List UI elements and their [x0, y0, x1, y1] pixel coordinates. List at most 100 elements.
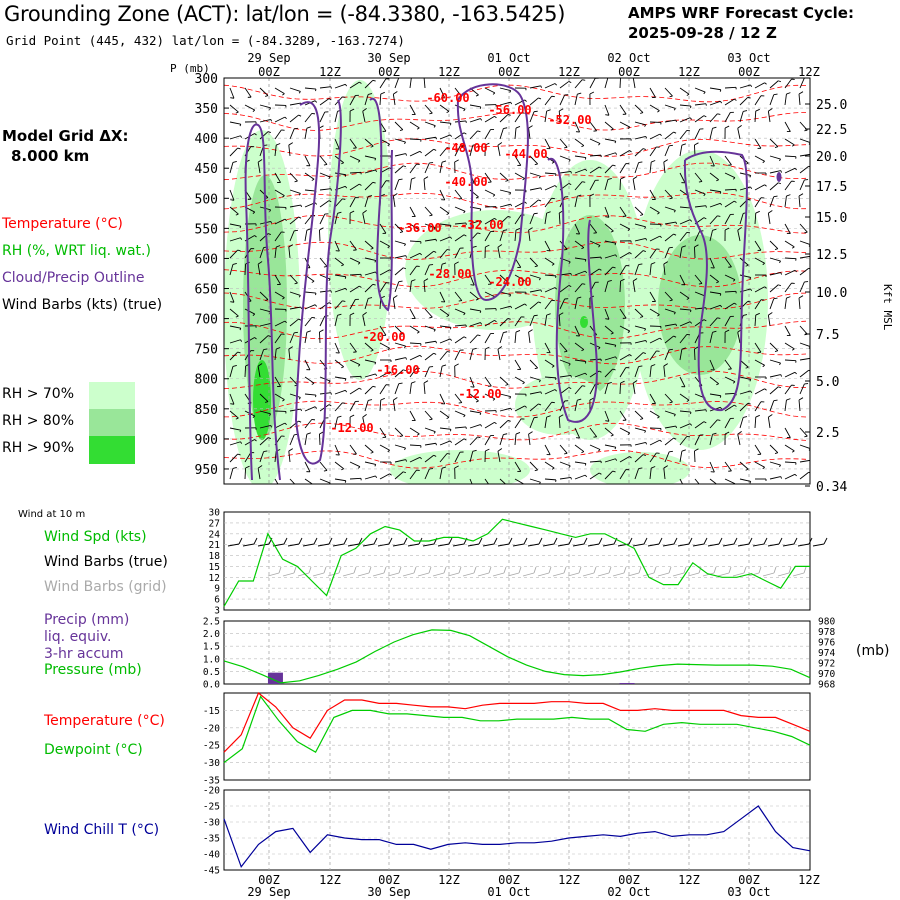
wind-barb-flag — [288, 244, 294, 248]
wind-barb — [694, 87, 706, 95]
wind-barb-shaft — [274, 218, 286, 225]
wind-barb-shaft — [574, 240, 585, 248]
wind-barb-flag — [584, 463, 587, 466]
wind-barb — [379, 78, 390, 89]
wind-barb-shaft — [694, 103, 706, 106]
wind-barb-shaft — [709, 393, 721, 397]
wind-barb-shaft — [559, 342, 568, 352]
wind-barb — [469, 291, 479, 301]
wind-barb-shaft — [544, 213, 548, 225]
cloud-outline — [244, 123, 281, 481]
wind-barb — [229, 427, 242, 433]
wind-barb — [604, 223, 614, 233]
wind-barb — [484, 189, 496, 197]
wind-speed-tick: 6 — [214, 595, 220, 606]
wind-barb-shaft — [767, 213, 771, 225]
wind-barb-shaft — [529, 97, 539, 106]
wind-barb — [769, 195, 778, 208]
wind-barb-shaft — [274, 172, 281, 183]
wind-barb-flag — [446, 453, 451, 455]
wind-barb — [499, 87, 512, 93]
wind-barb — [544, 299, 555, 310]
wind-barb-shaft — [694, 319, 705, 327]
wind-barb — [784, 398, 791, 412]
wind-barb — [528, 125, 533, 140]
wind-barb-shaft — [304, 291, 316, 294]
wind-barb-shaft — [649, 87, 656, 98]
wind-barb-shaft — [799, 444, 810, 450]
wind-barb-flag — [568, 159, 571, 162]
wind-barb-shaft — [499, 478, 507, 484]
wind-barb-shaft — [724, 155, 732, 166]
wind-barb-flag — [724, 125, 730, 129]
wind-barb-flag — [811, 358, 812, 360]
wind-barb — [664, 104, 676, 111]
wind-barb-shaft — [364, 283, 374, 293]
wind-barb — [574, 181, 586, 191]
wind-barb-shaft — [274, 320, 286, 327]
wind-barb — [784, 78, 795, 89]
wind-barb-shaft — [274, 333, 282, 344]
wind-barb-flag — [615, 152, 618, 155]
wind-barb-shaft — [469, 334, 478, 344]
wind-barb-flag — [314, 202, 318, 205]
wind-barb-shaft — [574, 359, 586, 362]
wind-barb-flag — [538, 301, 542, 304]
wind-barb-shaft — [499, 407, 511, 412]
wind-barb-shaft — [454, 222, 466, 225]
wind-barb-flag — [582, 283, 586, 285]
wind-barb — [694, 244, 699, 259]
wind-barb — [424, 162, 434, 174]
wind-barb-flag — [605, 318, 610, 320]
wind-barb-shaft — [274, 274, 281, 285]
wind-barb-shaft — [274, 145, 277, 157]
wind-barb-shaft — [574, 223, 581, 235]
wind-barb — [559, 285, 572, 293]
wind-barb — [439, 453, 451, 463]
wind-barb-shaft — [332, 543, 345, 547]
wind-barb — [649, 262, 656, 276]
time-label-bottom: 12Z — [558, 873, 580, 887]
wind-barb-shaft — [589, 444, 601, 450]
wind-barb — [724, 315, 734, 327]
wind-barb-shaft — [497, 247, 501, 259]
wind-barb-shaft — [777, 572, 790, 577]
wind-barb-flag — [475, 196, 479, 199]
wind-barb-shaft — [364, 240, 374, 249]
wind-barb — [454, 104, 466, 112]
wind-barb — [364, 155, 377, 161]
wind-barb-shaft — [274, 349, 277, 361]
cloud-outline — [456, 83, 529, 302]
cloud-outline — [547, 157, 598, 423]
wind-barb-shaft — [319, 86, 331, 89]
wind-barb-shaft — [319, 213, 326, 225]
wind-barb — [454, 410, 466, 418]
wind-barb-shaft — [319, 461, 328, 471]
wind-barb-flag — [779, 362, 781, 366]
wind-barb-shaft — [769, 476, 781, 480]
wind-barb — [349, 285, 362, 293]
wind-barb-shaft — [347, 543, 360, 547]
wind-barb-flag — [507, 215, 511, 218]
wind-barb — [709, 274, 719, 284]
wind-barb — [694, 478, 700, 484]
wind-barb — [619, 444, 632, 447]
wind-barb-shaft — [679, 308, 691, 311]
height-tick-label: 12.5 — [816, 248, 847, 263]
wind-barb-flag — [240, 135, 243, 138]
wind-barb — [409, 354, 422, 361]
wind-speed-tick: 21 — [209, 540, 221, 551]
wind-barb-shaft — [259, 451, 264, 463]
wind-barb-flag — [703, 193, 706, 197]
wind-barb-shaft — [439, 338, 451, 344]
time-label-top: 12Z — [438, 65, 460, 79]
wind-barb — [454, 145, 464, 157]
wind-barb-flag — [342, 198, 346, 200]
wind-barb-flag — [689, 219, 693, 222]
wind-barb-flag — [716, 179, 719, 182]
wind-barb — [649, 350, 660, 361]
wind-barb-flag — [510, 101, 513, 105]
wind-barb-shaft — [724, 478, 736, 484]
wind-barb — [469, 118, 483, 123]
